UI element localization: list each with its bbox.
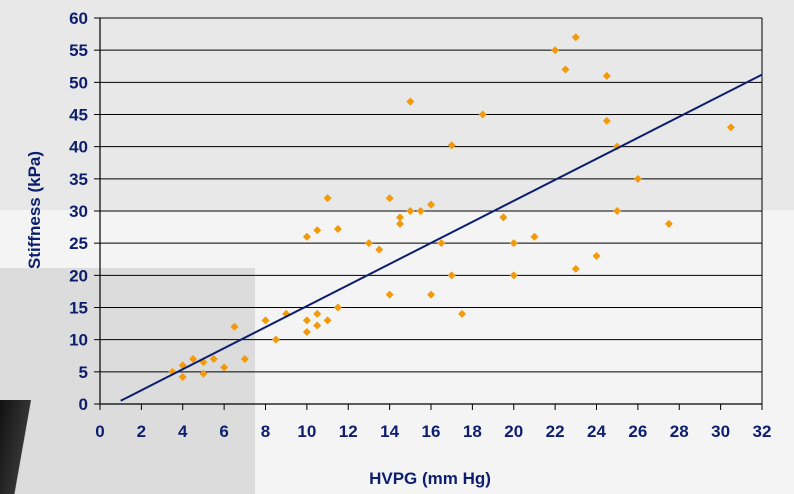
axes [94, 17, 763, 410]
data-point [592, 252, 601, 261]
data-point [375, 245, 384, 254]
x-tick-label: 14 [380, 422, 399, 441]
y-tick-label: 5 [79, 363, 88, 382]
data-point [509, 271, 518, 280]
data-point [230, 322, 239, 331]
x-tick-label: 2 [137, 422, 146, 441]
x-tick-labels: 0 2 4 6 8 10 12 14 16 18 20 22 24 26 28 30 32 [95, 422, 771, 441]
data-point [302, 232, 311, 241]
background-dark-corner [0, 400, 60, 494]
data-point [178, 372, 187, 381]
data-point [209, 354, 218, 363]
data-point [416, 207, 425, 215]
data-point [271, 335, 280, 344]
data-point [323, 316, 332, 325]
x-tick-label: 10 [297, 422, 316, 441]
data-point [313, 309, 322, 318]
background-band-top [0, 0, 794, 210]
x-tick-label: 32 [753, 422, 772, 441]
data-point [302, 327, 311, 336]
data-point [220, 363, 229, 372]
data-point [509, 239, 518, 248]
y-tick-label: 50 [69, 73, 88, 92]
x-tick-label: 28 [670, 422, 689, 441]
data-point [333, 225, 342, 234]
x-tick-label: 24 [587, 422, 606, 441]
trendline [120, 73, 763, 402]
x-tick-label: 8 [261, 422, 270, 441]
y-tick-label: 60 [69, 9, 88, 28]
data-point [437, 239, 446, 248]
x-tick-label: 0 [95, 422, 104, 441]
x-tick-label: 4 [178, 422, 188, 441]
data-point [385, 194, 394, 203]
data-point [313, 321, 322, 330]
y-tick-label: 15 [69, 299, 88, 318]
data-point [406, 207, 415, 215]
x-tick-label: 20 [504, 422, 523, 441]
data-point [364, 239, 373, 248]
y-tick-label: 20 [69, 266, 88, 285]
data-point [313, 226, 322, 235]
gridlines [100, 17, 762, 373]
data-point [261, 316, 270, 325]
y-tick-label: 30 [69, 202, 88, 221]
data-point [458, 309, 467, 318]
y-axis-title: Stiffness (kPa) [25, 151, 44, 269]
data-point [395, 213, 404, 222]
x-tick-label: 30 [711, 422, 730, 441]
x-tick-label: 26 [628, 422, 647, 441]
data-point [726, 123, 735, 132]
data-point [385, 290, 394, 299]
data-point [551, 46, 560, 55]
data-point [602, 71, 611, 80]
data-point [664, 219, 673, 228]
x-tick-label: 16 [422, 422, 441, 441]
data-point [333, 303, 342, 312]
data-point [633, 174, 642, 183]
y-tick-label: 35 [69, 170, 88, 189]
x-tick-label: 22 [546, 422, 565, 441]
trendline-path [120, 73, 763, 402]
data-point [499, 213, 508, 222]
y-tick-labels: 0 5 10 15 20 25 30 35 40 45 50 55 60 [69, 9, 88, 414]
data-point [571, 264, 580, 273]
data-point [302, 316, 311, 325]
data-point [323, 194, 332, 203]
data-point [530, 232, 539, 241]
data-point [406, 97, 415, 106]
data-point [571, 33, 580, 42]
data-point [602, 116, 611, 125]
x-tick-label: 6 [219, 422, 228, 441]
data-point [561, 65, 570, 74]
data-point [189, 354, 198, 363]
data-points [168, 33, 735, 381]
y-tick-label: 40 [69, 138, 88, 157]
data-point [613, 207, 622, 215]
x-tick-label: 18 [463, 422, 482, 441]
y-tick-label: 45 [69, 106, 88, 125]
data-point [427, 200, 435, 209]
y-tick-label: 55 [69, 41, 88, 60]
data-point [447, 141, 456, 150]
data-point [199, 369, 208, 378]
data-point [240, 354, 249, 363]
y-tick-label: 10 [69, 331, 88, 350]
y-tick-label: 25 [69, 234, 88, 253]
y-tick-label: 0 [79, 395, 88, 414]
data-point [447, 271, 456, 280]
x-tick-label: 12 [339, 422, 358, 441]
x-axis-title: HVPG (mm Hg) [369, 469, 491, 488]
data-point [478, 110, 487, 119]
data-point [427, 290, 435, 299]
data-point [395, 219, 404, 228]
